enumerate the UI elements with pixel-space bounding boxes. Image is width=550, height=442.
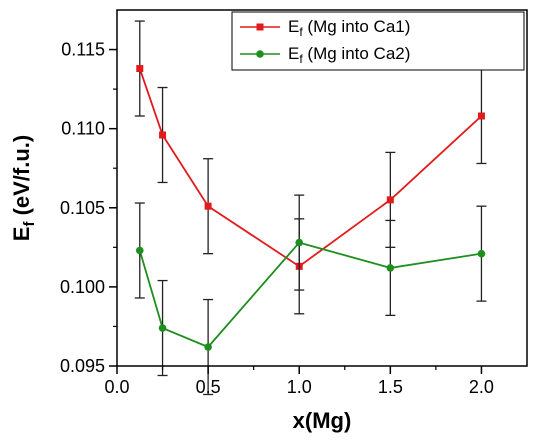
legend-item-ca1: Ef (Mg into Ca1) (240, 17, 410, 39)
series-line-ca2 (138, 241, 482, 349)
data-point-ca2 (477, 249, 486, 258)
plot-frame (116, 9, 528, 367)
data-point-ca1 (204, 202, 212, 210)
y-tick-label: 0.110 (61, 119, 105, 139)
legend-label-ca1: Ef (Mg into Ca1) (288, 17, 410, 39)
y-tick-label: 0.100 (60, 277, 105, 297)
legend-label-ca1-sub: f (299, 25, 303, 39)
x-tick-label: 0.5 (196, 377, 221, 397)
legend-label-ca2-rest: (Mg into Ca2) (303, 44, 411, 63)
legend-label-ca1-main: E (288, 17, 299, 36)
series-line-ca1 (138, 68, 483, 268)
legend-marker-ca2 (256, 50, 264, 58)
y-axis-title-subscript: f (21, 221, 38, 227)
x-tick-label: 2.0 (469, 377, 494, 397)
axes-layer: 0.0 0.5 1.0 1.5 2.0 0.095 0.100 0.105 0.110 0.115 (60, 40, 494, 397)
plot-series-layer (134, 20, 487, 396)
y-axis-title-rest: (eV/f.u.) (9, 135, 34, 222)
y-tick-label: 0.105 (60, 198, 105, 218)
legend-label-ca1-rest: (Mg into Ca1) (303, 17, 411, 36)
data-point-ca2 (204, 343, 212, 351)
y-tick-label: 0.095 (60, 356, 105, 376)
x-tick-label: 1.0 (287, 377, 312, 397)
data-point-ca2 (386, 264, 395, 272)
data-point-ca2 (135, 246, 144, 255)
data-point-ca1 (386, 196, 394, 204)
y-axis-title: Ef (eV/f.u.) (9, 135, 38, 241)
data-point-ca2 (295, 238, 304, 247)
y-axis-title-main: E (9, 227, 34, 242)
legend-item-ca2: Ef (Mg into Ca2) (240, 44, 410, 66)
data-point-ca1 (136, 65, 144, 73)
data-point-ca1 (159, 131, 167, 139)
legend: Ef (Mg into Ca1) Ef (Mg into Ca2) (231, 11, 525, 71)
legend-label-ca2-sub: f (299, 52, 303, 66)
y-tick-label: 0.115 (61, 40, 105, 60)
legend-box (231, 11, 525, 71)
x-axis-title: x(Mg) (293, 408, 352, 433)
legend-label-ca2-main: E (288, 44, 299, 63)
legend-label-ca2: Ef (Mg into Ca2) (288, 44, 410, 66)
x-tick-label: 0.0 (104, 377, 129, 397)
legend-marker-ca1 (256, 23, 264, 31)
data-point-ca2 (158, 324, 167, 332)
data-point-ca1 (477, 112, 485, 120)
x-tick-label: 1.5 (378, 377, 403, 397)
